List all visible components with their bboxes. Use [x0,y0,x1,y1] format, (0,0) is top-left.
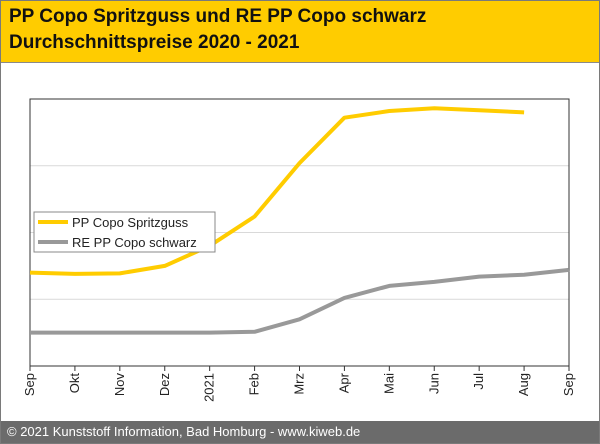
x-tick-label-3: Dez [157,373,172,396]
series-line-2 [30,267,570,335]
legend-label-2: RE PP Copo schwarz [72,235,197,250]
x-tick-label-9: Jun [426,373,441,394]
chart-header: PP Copo Spritzguss und RE PP Copo schwar… [1,1,599,63]
x-tick-label-12: Sep [561,373,576,396]
series-line-1 [29,106,525,276]
x-tick-label-6: Mrz [292,373,307,395]
x-tick-label-7: Apr [336,372,351,393]
x-tick-label-10: Jul [471,373,486,390]
footer-bar: © 2021 Kunststoff Information, Bad Hombu… [1,421,599,443]
copyright-text: © 2021 Kunststoff Information, Bad Hombu… [7,424,361,439]
chart-title-line2: Durchschnittspreise 2020 - 2021 [9,32,300,53]
legend-box [33,211,216,253]
chart-title-line1: PP Copo Spritzguss und RE PP Copo schwar… [9,6,427,27]
x-tick-label-11: Aug [516,373,531,396]
x-tick-label-0: Sep [22,373,37,396]
x-tick-label-2: Nov [112,373,127,397]
line-chart: Sep Okt Nov Dez 2021 Feb Mrz Apr Mai Jun Jul Aug Sep… [22,98,576,402]
x-tick-label-4: 2021 [202,373,217,402]
x-tick-label-1: Okt [67,373,82,394]
x-tick-label-5: Feb [247,373,262,395]
x-tick-label-8: Mai [381,373,396,394]
legend-label-1: PP Copo Spritzguss [72,215,189,230]
